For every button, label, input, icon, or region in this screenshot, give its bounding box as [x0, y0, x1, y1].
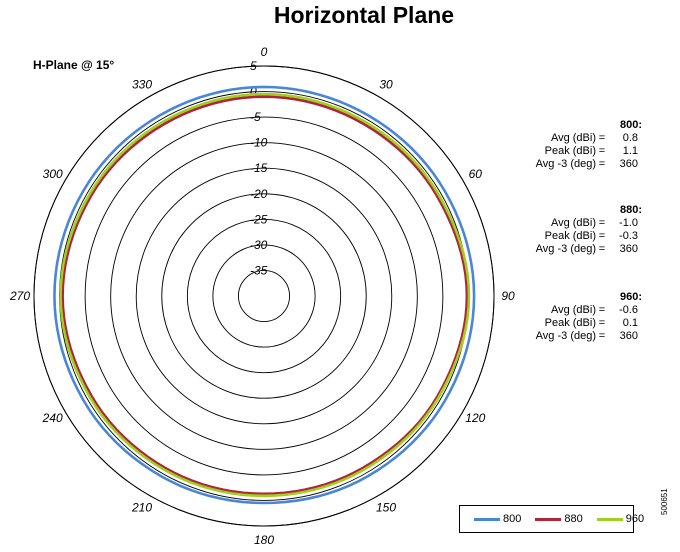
stats-label: Peak (dBi)	[544, 145, 596, 157]
grid-ring	[84, 116, 444, 476]
angle-tick-label: 240	[42, 411, 63, 425]
angle-tick-label: 30	[379, 78, 393, 92]
stats-label: Avg -3 (deg)	[535, 158, 596, 170]
stats-800: 800: Avg (dBi) = 0.8 Peak (dBi) = 1.1 Avg -3…	[500, 119, 642, 171]
radial-tick-label: -30	[250, 238, 268, 252]
stats-value: 360	[619, 330, 638, 342]
legend-label: 960	[625, 513, 645, 525]
figure-id: 500651	[660, 488, 669, 515]
stats-row: Avg (dBi) = 0.8	[500, 132, 642, 145]
grid-ring	[237, 269, 291, 323]
stats-row: Avg -3 (deg) = 360	[500, 158, 642, 171]
chart-legend: 800 880 960	[459, 505, 644, 533]
stats-label: Avg -3 (deg)	[535, 330, 596, 342]
stats-row: Avg -3 (deg) = 360	[500, 243, 642, 256]
legend-item-800: 800	[474, 513, 521, 525]
angle-tick-label: 180	[254, 533, 274, 547]
angle-tick-label: 270	[9, 289, 30, 303]
legend-label: 880	[564, 513, 583, 525]
radial-tick-label: 0	[250, 85, 257, 99]
stats-head: 960:	[620, 291, 643, 303]
grid-ring	[135, 167, 393, 425]
stats-label: Avg (dBi)	[550, 217, 596, 229]
stats-value: -1.0	[619, 217, 638, 229]
stats-value: -0.6	[619, 304, 638, 316]
stats-row: Avg (dBi) = -0.6	[500, 304, 642, 317]
stats-label: Peak (dBi)	[544, 317, 596, 329]
stats-label: Avg (dBi)	[550, 132, 596, 144]
legend-swatch	[535, 517, 562, 521]
stats-label: Peak (dBi)	[544, 230, 596, 242]
radial-tick-label: -15	[250, 161, 268, 175]
radial-tick-label: 5	[250, 59, 257, 73]
stats-value: 1.1	[622, 145, 638, 157]
legend-item-960: 960	[596, 513, 645, 525]
stats-value: 0.1	[622, 317, 638, 329]
stats-row: Peak (dBi) = 1.1	[500, 145, 642, 158]
angle-tick-label: 300	[43, 167, 63, 181]
grid-ring	[186, 218, 342, 374]
stats-label: Avg -3 (deg)	[535, 243, 596, 255]
series-line-960	[59, 92, 471, 498]
legend-swatch	[474, 517, 500, 521]
chart-title: Horizontal Plane	[273, 2, 455, 28]
stats-head: 880:	[620, 204, 643, 216]
stats-value: 360	[619, 158, 638, 170]
grid-ring	[161, 193, 367, 399]
stats-value: -0.3	[619, 230, 638, 242]
stats-head: 800:	[620, 119, 643, 131]
series-line-800	[53, 85, 476, 505]
stats-row: Avg (dBi) = -1.0	[500, 217, 642, 230]
stats-880: 880: Avg (dBi) = -1.0 Peak (dBi) = -0.3 Avg …	[500, 204, 642, 256]
stats-960: 960: Avg (dBi) = -0.6 Peak (dBi) = 0.1 Avg -…	[500, 291, 642, 343]
angle-tick-label: 0	[261, 45, 268, 59]
radial-tick-label: -5	[250, 110, 261, 124]
legend-item-880: 880	[535, 513, 583, 525]
series-line-880	[61, 95, 469, 496]
radial-tick-label: -20	[250, 187, 268, 201]
legend-label: 800	[503, 513, 522, 525]
grid-ring	[33, 65, 495, 527]
angle-tick-label: 210	[131, 500, 152, 514]
radial-tick-label: -35	[250, 263, 268, 277]
stats-row: Peak (dBi) = -0.3	[500, 230, 642, 243]
stats-value: 360	[619, 243, 638, 255]
stats-label: Avg (dBi)	[550, 304, 596, 316]
angle-tick-label: 60	[469, 167, 483, 181]
radial-tick-label: -10	[250, 136, 268, 150]
stats-row: Avg -3 (deg) = 360	[500, 330, 642, 343]
radial-tick-label: -25	[250, 212, 268, 226]
grid-ring	[212, 244, 316, 348]
legend-swatch	[596, 517, 623, 521]
grid-ring	[110, 142, 418, 450]
angle-tick-label: 150	[376, 500, 396, 514]
stats-row: Peak (dBi) = 0.1	[500, 317, 642, 330]
chart-subtitle: H-Plane @ 15°	[33, 58, 115, 72]
stats-value: 0.8	[622, 132, 638, 144]
angle-tick-label: 90	[501, 289, 515, 303]
angle-tick-label: 120	[465, 411, 485, 425]
angle-tick-label: 330	[132, 78, 152, 92]
